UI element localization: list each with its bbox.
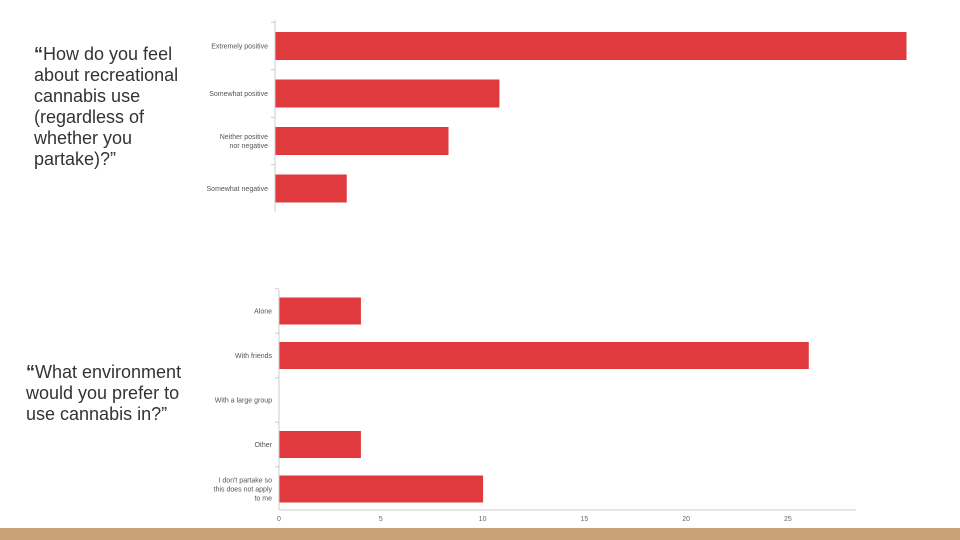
chart1-category-label: Extremely positive	[211, 44, 268, 51]
chart2-category-label: With friends	[235, 353, 272, 360]
chart2-bar	[279, 475, 484, 503]
chart2-tick-label: 5	[379, 516, 383, 523]
chart2-category-label: I don't partake so	[219, 478, 273, 485]
chart2-tick-label: 15	[580, 516, 588, 523]
chart1-category-label: Somewhat negative	[207, 186, 269, 193]
chart2-tick-label: 20	[682, 516, 690, 523]
chart2-category-label: this does not apply	[214, 487, 273, 494]
question-2-open-quote: “	[26, 362, 35, 382]
chart2-tick-label: 10	[479, 516, 487, 523]
chart2-category-label: With a large group	[215, 398, 272, 405]
chart1-bar	[275, 174, 347, 203]
chart2-tick-label: 0	[277, 516, 281, 523]
question-2-text: “What environment would you prefer to us…	[26, 362, 196, 425]
question-1-text: “How do you feel about recreational cann…	[34, 44, 184, 170]
question-1-body: How do you feel about recreational canna…	[34, 44, 179, 169]
chart1-bar	[275, 32, 907, 60]
chart2-bar	[279, 297, 361, 325]
chart1-category-label: nor negative	[229, 143, 268, 150]
chart1-bar	[275, 79, 500, 108]
question-1-open-quote: “	[34, 44, 43, 64]
chart2-category-label: Other	[254, 442, 272, 449]
chart2-category-label: Alone	[254, 309, 272, 316]
chart2-bar	[279, 342, 809, 369]
chart1-bar	[275, 127, 449, 155]
chart2-category-label: to me	[254, 496, 272, 503]
chart1-category-label: Neither positive	[220, 134, 268, 141]
chart2-bar	[279, 431, 361, 458]
question-2-body: What environment would you prefer to use…	[26, 362, 182, 424]
chart1-category-label: Somewhat positive	[209, 91, 268, 98]
chart2-tick-label: 25	[784, 516, 792, 523]
bottom-accent-band	[0, 528, 960, 540]
